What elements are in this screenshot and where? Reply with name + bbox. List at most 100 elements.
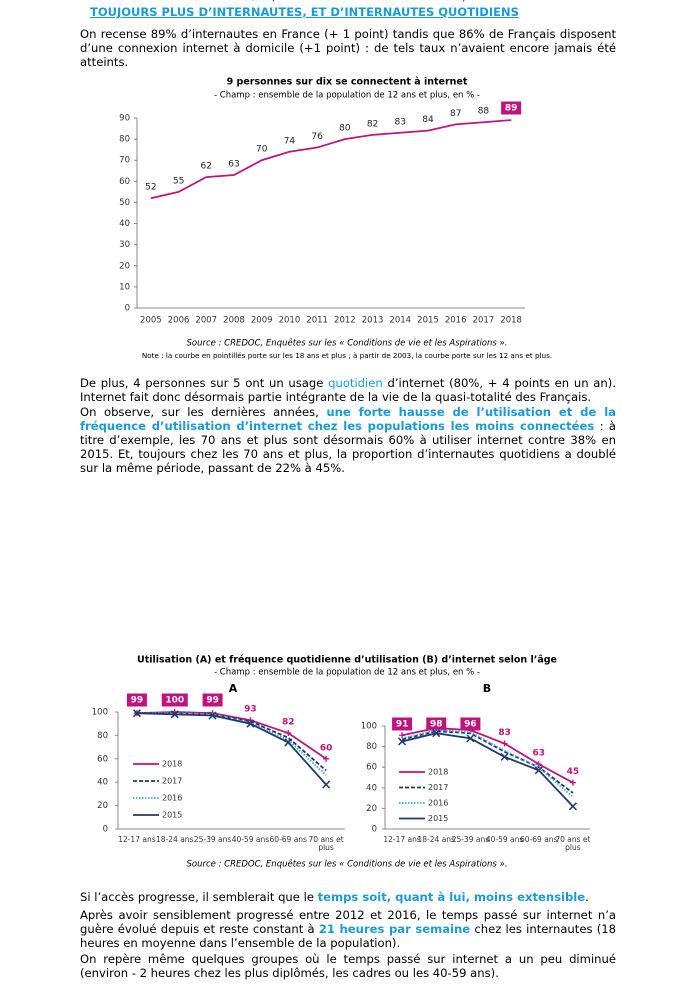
value-label-box: 99 xyxy=(202,693,223,707)
value-label: 83 xyxy=(395,117,406,127)
value-label: 63 xyxy=(228,160,239,170)
y-tick-label: 40 xyxy=(119,219,130,229)
value-label: 55 xyxy=(173,176,184,186)
y-tick-label: 50 xyxy=(119,198,130,208)
legend-label: 2016 xyxy=(162,794,182,803)
label-box xyxy=(202,693,223,707)
y-tick-label: 100 xyxy=(361,722,377,732)
y-tick-label: 60 xyxy=(119,177,130,187)
marker xyxy=(568,802,577,811)
y-tick-label: 40 xyxy=(366,783,377,793)
x-tick-label: 2011 xyxy=(306,316,328,326)
legend-label: 2017 xyxy=(162,777,182,786)
text-run: 21 heures par semaine xyxy=(318,922,471,936)
x-tick-label: 2005 xyxy=(140,316,162,326)
x-tick-label: 70 ans et plus xyxy=(555,835,591,852)
text-run: On observe, sur les dernières années, xyxy=(80,405,327,419)
text-run: quotidien xyxy=(328,376,383,390)
x-tick-label: 12-17 ans xyxy=(118,835,156,844)
text-run: On repère même quelques groupes où le te… xyxy=(80,952,616,980)
text-run: Après avoir sensiblement progressé entre… xyxy=(80,908,616,936)
figure-text: - Champ : ensemble de la population de 1… xyxy=(214,91,480,101)
paragraph: On recense 89% d’internautes en France (… xyxy=(80,27,616,69)
legend-label: 2018 xyxy=(162,760,182,769)
value-label: 63 xyxy=(532,749,545,759)
value-label: 99 xyxy=(131,696,144,706)
x-tick-label: 70 ans et plus xyxy=(308,835,344,852)
x-tick-label: 40-59 ans xyxy=(485,835,524,844)
label-box xyxy=(161,693,188,707)
marker xyxy=(569,779,576,786)
x-tick-label: 60-69 ans xyxy=(269,835,307,844)
figure-text: B xyxy=(483,682,491,695)
x-tick-label: 2008 xyxy=(223,316,245,326)
x-tick-label: 2012 xyxy=(334,316,356,326)
figure-text: Source : CREDOC, Enquêtes sur les « Cond… xyxy=(187,338,508,349)
x-tick-label: 2010 xyxy=(279,316,301,326)
marker xyxy=(132,709,141,718)
value-label: 80 xyxy=(339,124,351,134)
y-tick-label: 10 xyxy=(119,282,130,292)
figure-text: Source : CREDOC, Enquêtes sur les « Cond… xyxy=(187,859,508,870)
text-run: une forte hausse de l’utilisation et de … xyxy=(80,405,616,433)
legend-label: 2015 xyxy=(428,814,448,823)
marker xyxy=(284,738,293,747)
x-tick-label: 2007 xyxy=(195,316,217,326)
x-tick-label: 40-59 ans xyxy=(231,835,270,844)
y-tick-label: 80 xyxy=(97,731,108,741)
series-line xyxy=(136,711,327,760)
paragraph: On observe, sur les dernières années, un… xyxy=(80,405,616,475)
text-run: . xyxy=(585,890,589,904)
value-label: 99 xyxy=(206,696,219,706)
legend-label: 2018 xyxy=(428,768,448,777)
marker xyxy=(398,737,407,746)
value-label: 84 xyxy=(422,115,434,125)
x-tick-label: 18-24 ans xyxy=(156,835,194,844)
x-tick-label: 60-69 ans xyxy=(520,835,558,844)
y-tick-label: 20 xyxy=(119,261,130,271)
section-title: TOUJOURS PLUS D’INTERNAUTES, ET D’INTERN… xyxy=(90,5,519,19)
value-label: 91 xyxy=(396,720,409,730)
value-label-box: 89 xyxy=(501,101,522,115)
y-tick-label: 0 xyxy=(125,304,130,314)
value-label: 76 xyxy=(311,132,323,142)
y-tick-label: 40 xyxy=(97,778,108,788)
marker xyxy=(322,780,331,789)
label-box xyxy=(392,717,413,731)
value-label: 70 xyxy=(256,145,268,155)
value-label: 87 xyxy=(450,109,461,119)
x-tick-label: 2017 xyxy=(473,316,495,326)
value-label: 98 xyxy=(430,720,443,730)
value-label-box: 91 xyxy=(392,717,413,731)
figure-text: Note : la courbe en pointillés porte sur… xyxy=(142,351,552,360)
legend-label: 2017 xyxy=(428,783,448,792)
text-run: Si l’accès progresse, il semblerait que … xyxy=(80,890,318,904)
legend-label: 2016 xyxy=(428,799,448,808)
value-label: 83 xyxy=(498,728,511,738)
marker xyxy=(534,766,543,775)
value-label: 93 xyxy=(244,705,257,715)
series-line xyxy=(401,729,574,798)
value-label-box: 100 xyxy=(161,693,188,707)
value-label: 45 xyxy=(567,767,580,777)
value-label: 60 xyxy=(320,743,333,753)
series-line xyxy=(150,119,512,200)
x-tick-label: 2013 xyxy=(362,316,384,326)
paragraph: Si l’accès progresse, il semblerait que … xyxy=(80,890,616,904)
label-box xyxy=(501,101,522,115)
y-tick-label: 100 xyxy=(92,708,108,718)
y-tick-label: 20 xyxy=(366,804,377,814)
text-run: On recense 89% d’internautes en France (… xyxy=(80,27,616,69)
series-line xyxy=(401,732,574,807)
cut-source: Source : CREDOC, Enquêtes sur les « Cond… xyxy=(174,0,514,3)
figure-text: Utilisation (A) et fréquence quotidienne… xyxy=(137,655,557,666)
figure-text: 9 personnes sur dix se connectent à inte… xyxy=(227,77,468,88)
label-box xyxy=(426,717,447,731)
y-tick-label: 80 xyxy=(366,742,377,752)
paragraph: Après avoir sensiblement progressé entre… xyxy=(80,908,616,950)
marker xyxy=(501,740,508,747)
paragraph: De plus, 4 personnes sur 5 ont un usage … xyxy=(80,376,616,404)
value-label: 96 xyxy=(464,720,477,730)
